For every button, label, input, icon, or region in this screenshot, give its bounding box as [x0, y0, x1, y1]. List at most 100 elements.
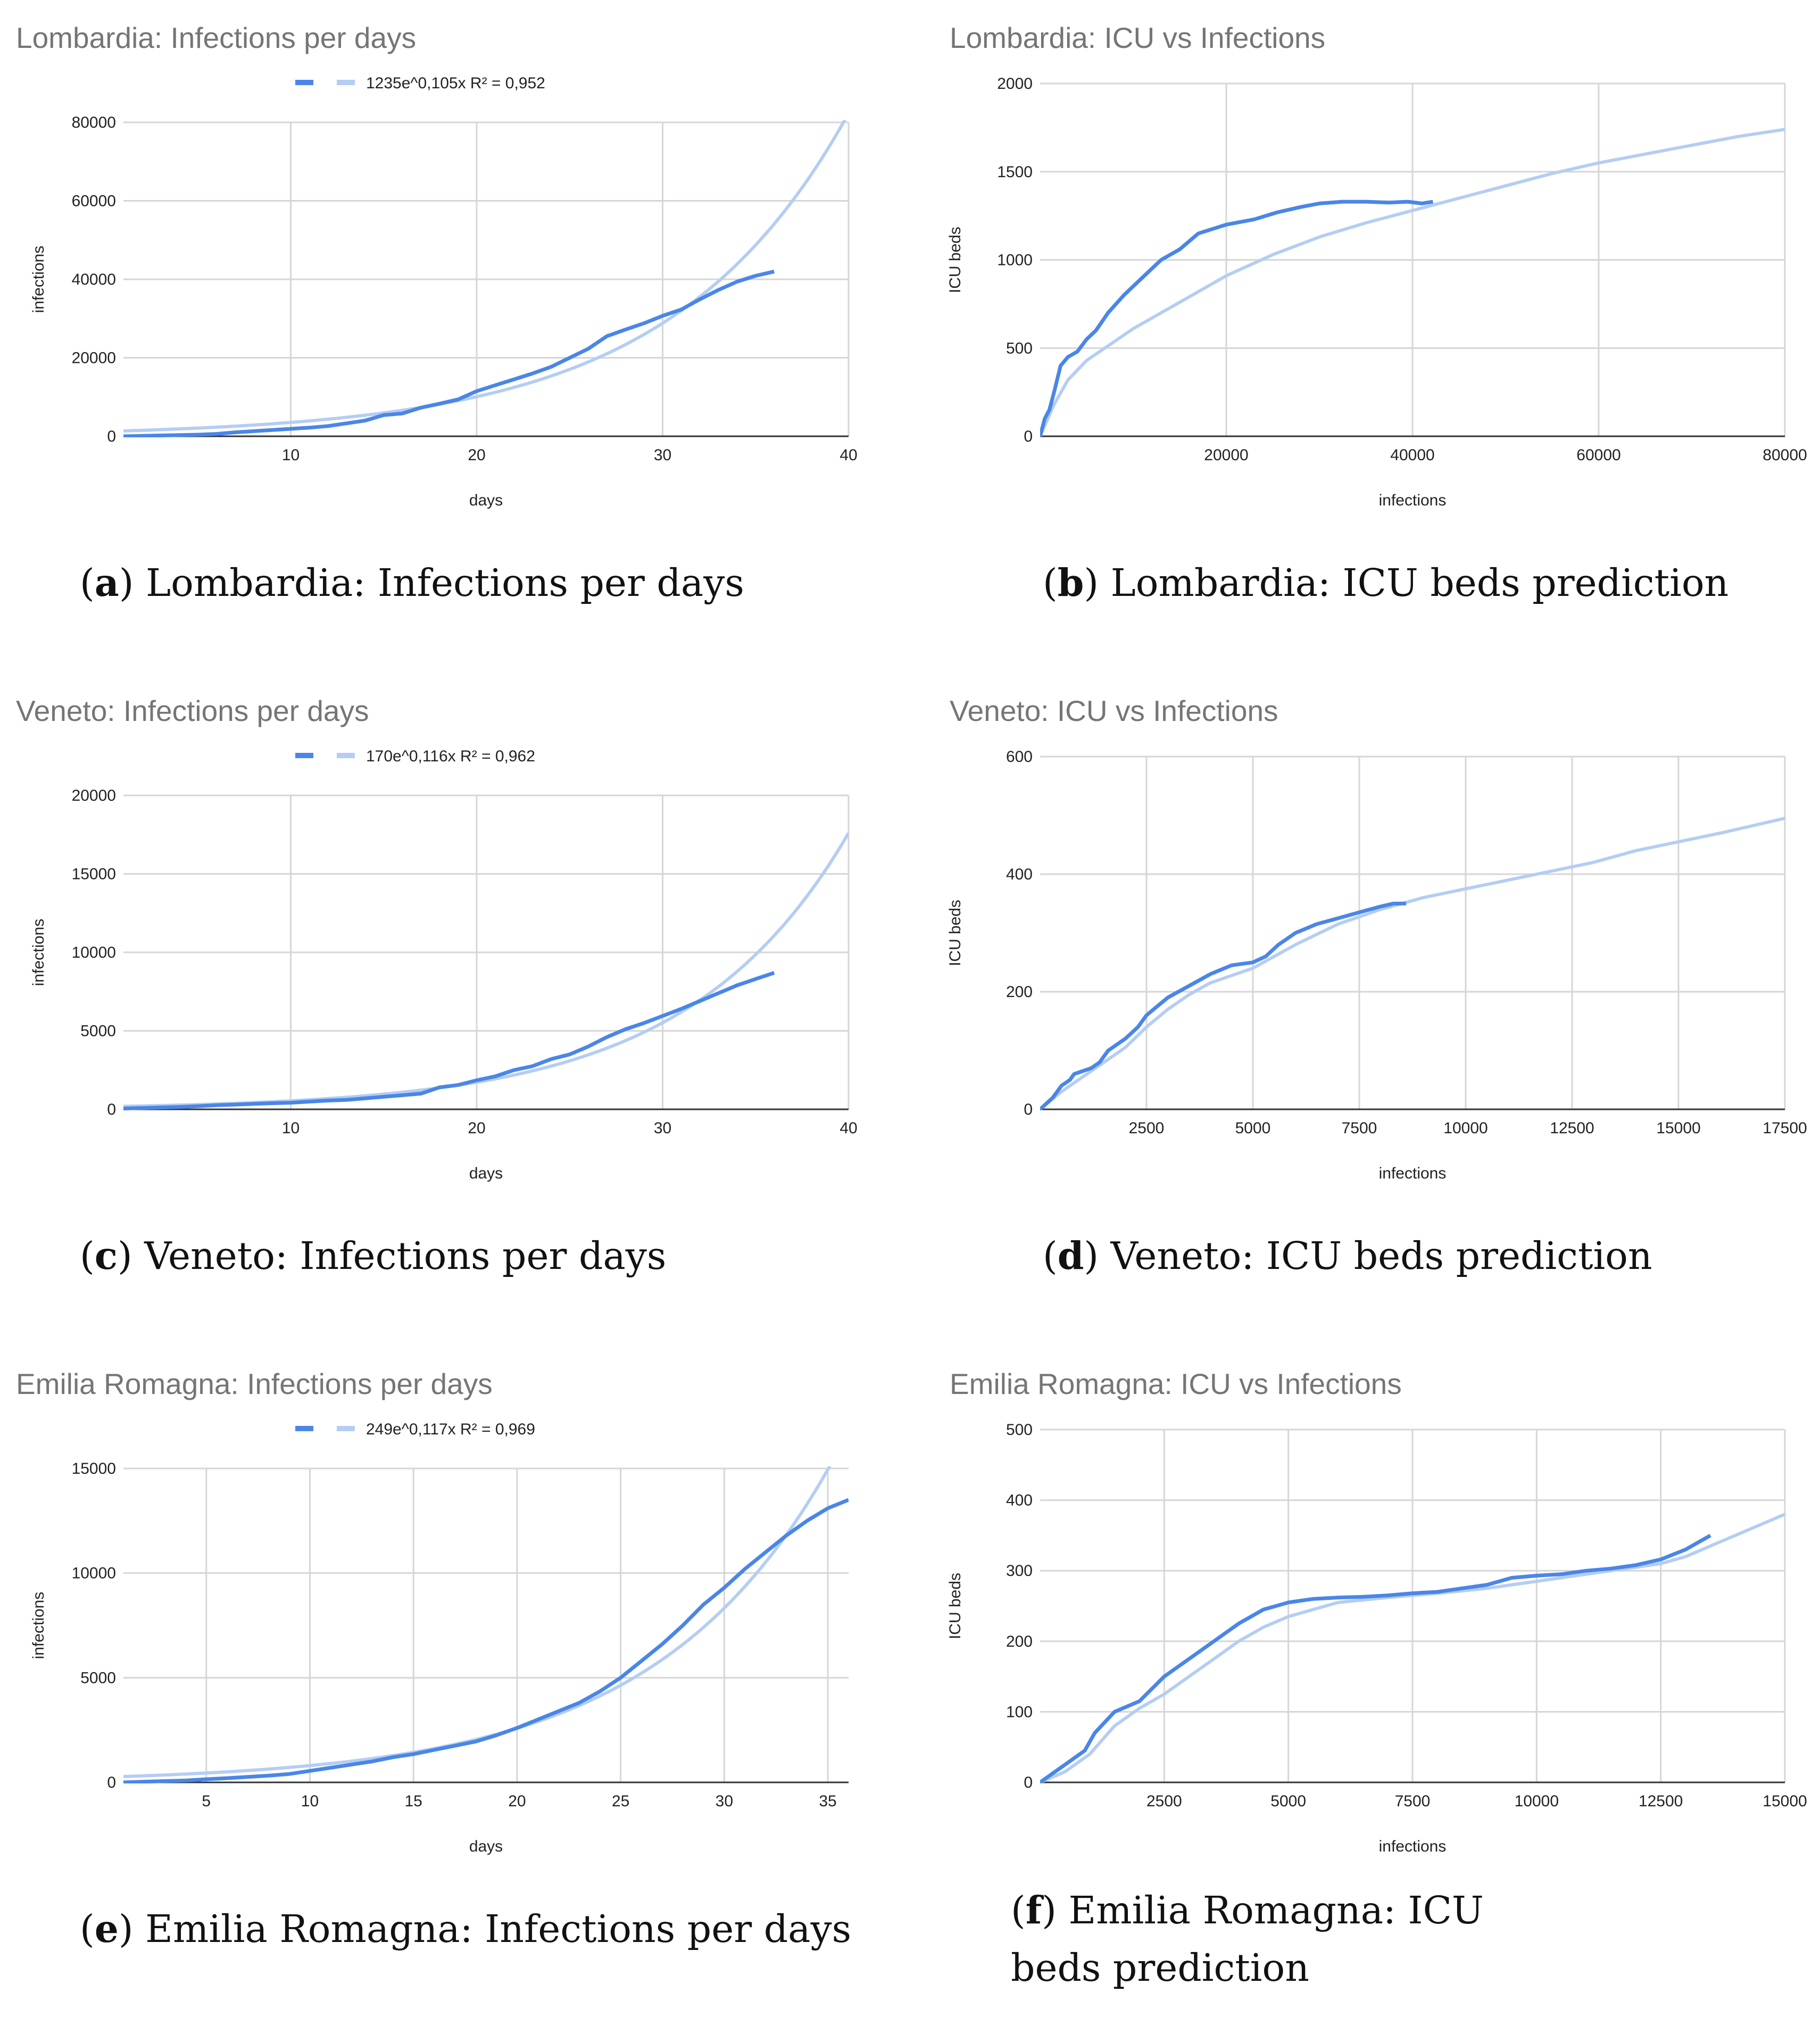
- legend-swatch-trend: [337, 753, 355, 758]
- trend-line: [1040, 1513, 1785, 1783]
- y-tick-label: 0: [107, 1101, 116, 1118]
- chart-panel-1: Lombardia: Infections per days 1235e^0,10…: [16, 21, 858, 605]
- x-tick-label: 20: [468, 446, 485, 464]
- figure-caption: (a) Lombardia: Infections per days: [80, 560, 744, 605]
- x-tick-label: 80000: [1763, 446, 1807, 464]
- x-tick-label: 30: [654, 1119, 671, 1137]
- caption-text: Lombardia: Infections per days: [134, 561, 744, 605]
- x-tick-label: 17500: [1763, 1119, 1807, 1137]
- caption-paren-close: ): [118, 1234, 132, 1278]
- x-tick-label: 40000: [1390, 446, 1434, 464]
- y-tick-label: 2000: [997, 75, 1033, 93]
- legend-swatch-actual: [295, 753, 313, 758]
- caption-paren-close: ): [119, 561, 134, 605]
- x-tick-label: 7500: [1342, 1119, 1377, 1137]
- y-axis-label: infections: [30, 919, 47, 986]
- caption-paren-close: ): [1042, 1888, 1057, 1932]
- y-tick-label: 200: [1006, 1633, 1033, 1650]
- y-axis-label: ICU beds: [946, 227, 964, 293]
- x-axis-label: days: [469, 1165, 503, 1182]
- chart-panel-2: Lombardia: ICU vs Infections 0 500 1000 1500…: [946, 21, 1807, 605]
- y-tick-label: 400: [1006, 866, 1033, 883]
- caption-paren-open: (: [80, 1234, 95, 1278]
- chart-title: Emilia Romagna: Infections per days: [16, 1367, 493, 1400]
- y-tick-label: 15000: [72, 1460, 116, 1478]
- caption-letter: c: [95, 1233, 118, 1278]
- x-tick-label: 60000: [1576, 446, 1620, 464]
- y-tick-label: 1000: [997, 252, 1033, 269]
- x-tick-label: 30: [654, 446, 671, 464]
- chart-panel-6: Emilia Romagna: ICU vs Infections 0 100 200…: [946, 1367, 1807, 1990]
- caption-letter: a: [95, 560, 119, 605]
- caption-letter: e: [95, 1906, 119, 1951]
- caption-paren-open: (: [1043, 1234, 1058, 1278]
- data-line: [123, 971, 775, 1110]
- x-tick-label: 7500: [1395, 1792, 1431, 1810]
- y-tick-label: 10000: [72, 1565, 116, 1582]
- y-tick-label: 1500: [997, 163, 1033, 181]
- trend-line: [123, 120, 847, 433]
- data-line: [1040, 1533, 1711, 1783]
- y-tick-label: 10000: [72, 944, 116, 961]
- chart-panel-4: Veneto: ICU vs Infections 0 200 400 600 2500 5…: [946, 694, 1807, 1278]
- trend-line: [1040, 128, 1785, 437]
- chart-title: Lombardia: ICU vs Infections: [950, 21, 1325, 54]
- legend-label: 1235e^0,105x R² = 0,952: [366, 74, 545, 92]
- figure-caption: (d) Veneto: ICU beds prediction: [1043, 1233, 1652, 1278]
- y-tick-label: 0: [107, 428, 116, 445]
- y-tick-label: 0: [1024, 1774, 1033, 1791]
- chart-title: Veneto: ICU vs Infections: [950, 694, 1278, 727]
- y-tick-label: 500: [1006, 1421, 1033, 1439]
- trend-line: [123, 1466, 832, 1778]
- x-tick-label: 20000: [1204, 446, 1248, 464]
- x-tick-label: 25: [612, 1792, 629, 1810]
- caption-paren-close: ): [1084, 1234, 1099, 1278]
- x-axis-label: infections: [1379, 1838, 1447, 1855]
- chart-title: Veneto: Infections per days: [16, 694, 369, 727]
- caption-paren-close: ): [1084, 561, 1099, 605]
- caption-letter: b: [1058, 560, 1084, 605]
- x-axis-label: infections: [1379, 1165, 1447, 1182]
- figure-caption: (b) Lombardia: ICU beds prediction: [1043, 560, 1728, 605]
- y-tick-label: 0: [1024, 428, 1033, 445]
- chart-title: Lombardia: Infections per days: [16, 21, 416, 54]
- y-tick-label: 500: [1006, 339, 1033, 357]
- chart-title: Emilia Romagna: ICU vs Infections: [950, 1367, 1402, 1400]
- x-tick-label: 40: [840, 1119, 857, 1137]
- data-line: [1040, 901, 1406, 1110]
- legend-swatch-trend: [337, 80, 355, 85]
- figure-caption: (c) Veneto: Infections per days: [80, 1233, 666, 1278]
- x-tick-label: 10: [282, 446, 300, 464]
- y-axis-label: ICU beds: [946, 900, 964, 966]
- x-tick-label: 15000: [1763, 1792, 1807, 1810]
- caption-text: Emilia Romagna: ICU: [1057, 1888, 1484, 1932]
- y-tick-label: 5000: [80, 1023, 116, 1040]
- x-axis-label: infections: [1379, 492, 1447, 509]
- y-tick-label: 0: [107, 1774, 116, 1791]
- figure-caption: (e) Emilia Romagna: Infections per days: [80, 1906, 851, 1951]
- caption-text: Emilia Romagna: Infections per days: [134, 1907, 851, 1951]
- x-tick-label: 5000: [1270, 1792, 1306, 1810]
- legend-label: 170e^0,116x R² = 0,962: [366, 748, 535, 765]
- y-tick-label: 0: [1024, 1101, 1033, 1118]
- x-tick-label: 20: [468, 1119, 485, 1137]
- x-axis-label: days: [469, 492, 503, 509]
- caption-text: Veneto: Infections per days: [132, 1234, 667, 1278]
- x-tick-label: 15: [405, 1792, 422, 1810]
- x-tick-label: 30: [716, 1792, 733, 1810]
- trend-line: [1040, 816, 1785, 1110]
- caption-letter: d: [1058, 1233, 1084, 1278]
- y-axis-label: infections: [30, 246, 47, 313]
- x-tick-label: 40: [840, 446, 857, 464]
- data-line: [123, 1498, 849, 1783]
- legend-label: 249e^0,117x R² = 0,969: [366, 1421, 535, 1438]
- x-tick-label: 20: [508, 1792, 526, 1810]
- chart-panel-5: Emilia Romagna: Infections per days 249e^…: [16, 1367, 851, 1951]
- y-axis-label: ICU beds: [946, 1573, 964, 1639]
- caption-letter: f: [1026, 1888, 1044, 1932]
- caption-paren-open: (: [1043, 561, 1058, 605]
- x-tick-label: 10000: [1443, 1119, 1487, 1137]
- y-axis-label: infections: [30, 1592, 47, 1659]
- data-line: [1040, 200, 1434, 437]
